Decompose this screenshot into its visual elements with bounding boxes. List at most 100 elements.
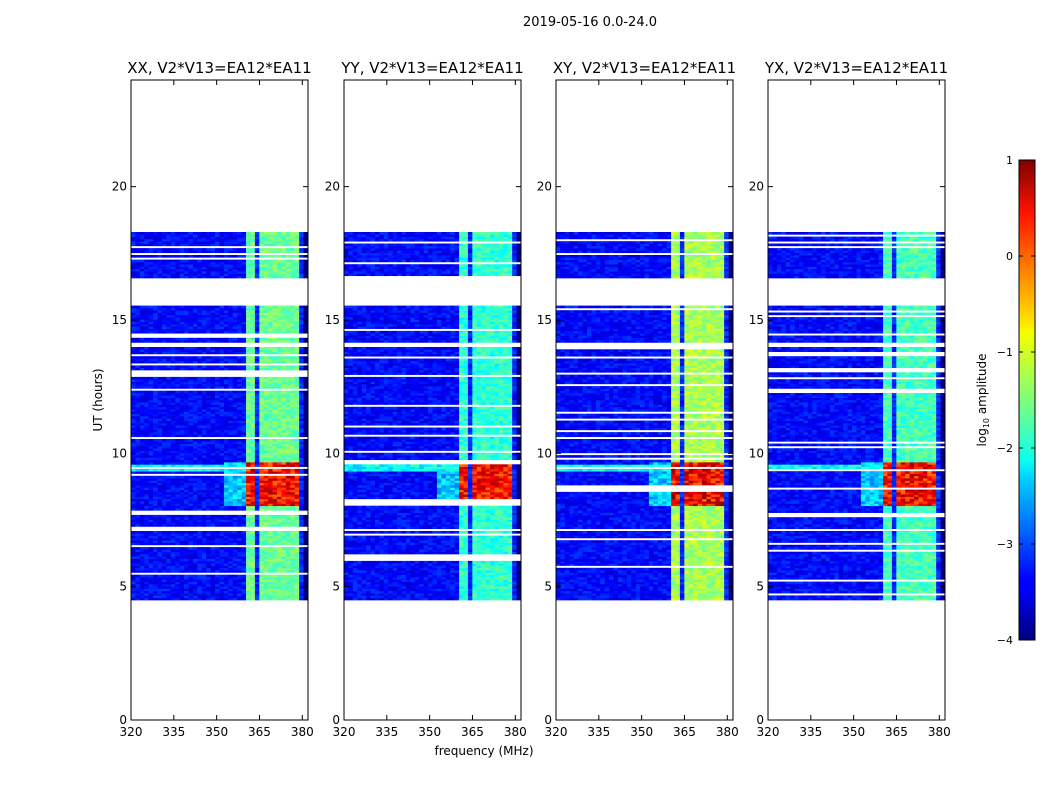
heatmap-cell (157, 542, 163, 546)
heatmap-cell (170, 434, 176, 438)
heatmap-cell (272, 328, 278, 332)
heatmap-cell (232, 508, 238, 511)
heatmap-cell (303, 482, 309, 486)
heatmap-cell (197, 349, 203, 352)
heatmap-cell (197, 236, 203, 240)
heatmap-cell (144, 275, 150, 279)
heatmap-cell (170, 570, 176, 573)
heatmap-cell (290, 367, 296, 371)
heatmap-cell (139, 326, 145, 329)
heatmap-cell (215, 445, 220, 449)
heatmap-cell (219, 531, 225, 534)
heatmap-cell (294, 317, 300, 320)
heatmap-cell (277, 393, 282, 396)
heatmap-cell (184, 360, 189, 364)
heatmap-cell (272, 583, 278, 587)
heatmap-cell (179, 482, 185, 486)
heatmap-cell (192, 268, 198, 272)
heatmap-cell (250, 340, 256, 343)
heatmap-cell (170, 411, 176, 415)
heatmap-cell (272, 462, 278, 465)
heatmap-cell (299, 494, 304, 497)
heatmap-cell (237, 519, 242, 523)
heatmap-cell (215, 455, 220, 458)
heatmap-cell (157, 434, 163, 438)
heatmap-cell (188, 324, 194, 327)
heatmap-cell (290, 443, 296, 447)
heatmap-cell (254, 567, 260, 571)
heatmap-cell (285, 275, 291, 279)
heatmap-cell (148, 581, 154, 585)
heatmap-cell (228, 455, 234, 458)
heatmap-cell (263, 540, 269, 543)
heatmap-cell (263, 324, 269, 327)
heatmap-cell (201, 549, 207, 553)
heatmap-cell (215, 330, 220, 334)
heatmap-cell (268, 505, 273, 509)
heatmap-cell (157, 271, 163, 274)
heatmap-cell (161, 537, 167, 541)
heatmap-cell (161, 450, 167, 454)
heatmap-cell (215, 236, 220, 240)
heatmap-cell (263, 305, 269, 309)
heatmap-cell (148, 487, 154, 490)
heatmap-cell (232, 319, 238, 323)
heatmap-cell (197, 356, 203, 359)
heatmap-cell (223, 517, 229, 520)
heatmap-cell (144, 250, 150, 254)
heatmap-cell (215, 250, 220, 254)
heatmap-cell (294, 457, 300, 461)
heatmap-cell (148, 243, 154, 247)
heatmap-cell (237, 259, 242, 263)
heatmap-cell (131, 248, 136, 251)
heatmap-cell (232, 462, 238, 465)
heatmap-cell (241, 326, 247, 329)
heatmap-cell (277, 577, 282, 580)
heatmap-cell (139, 540, 145, 543)
heatmap-cell (246, 255, 251, 258)
heatmap-cell (254, 579, 260, 582)
heatmap-cell (303, 551, 309, 555)
heatmap-cell (228, 560, 234, 564)
heatmap-cell (263, 248, 269, 251)
heatmap-cell (166, 597, 172, 601)
heatmap-cell (272, 455, 278, 458)
heatmap-cell (188, 360, 194, 364)
heatmap-cell (294, 588, 300, 592)
heatmap-cell (250, 441, 256, 444)
heatmap-cell (188, 560, 194, 564)
heatmap-cell (148, 307, 154, 311)
heatmap-cell (272, 429, 278, 433)
heatmap-cell (237, 498, 242, 502)
heatmap-cell (184, 268, 189, 272)
heatmap-cell (272, 411, 278, 415)
heatmap-cell (268, 588, 273, 592)
heatmap-cell (277, 399, 282, 403)
heatmap-cell (175, 397, 181, 401)
heatmap-cell (215, 482, 220, 486)
heatmap-cell (254, 383, 260, 387)
heatmap-cell (184, 443, 189, 447)
heatmap-cell (131, 432, 136, 435)
heatmap-cell (263, 406, 269, 410)
heatmap-cell (268, 519, 273, 523)
heatmap-cell (272, 452, 278, 456)
heatmap-cell (254, 390, 260, 394)
heatmap-cell (303, 425, 309, 428)
heatmap-cell (184, 236, 189, 240)
heatmap-cell (188, 255, 194, 258)
heatmap-cell (268, 480, 273, 484)
heatmap-cell (148, 521, 154, 525)
heatmap-cell (268, 307, 273, 311)
heatmap-cell (206, 570, 211, 573)
heatmap-cell (241, 317, 247, 320)
heatmap-cell (170, 439, 176, 442)
heatmap-cell (281, 593, 287, 596)
heatmap-cell (153, 508, 158, 511)
heatmap-cell (131, 445, 136, 449)
heatmap-cell (166, 567, 172, 571)
heatmap-cell (210, 393, 216, 396)
heatmap-cell (281, 395, 287, 398)
heatmap-cell (135, 524, 141, 527)
